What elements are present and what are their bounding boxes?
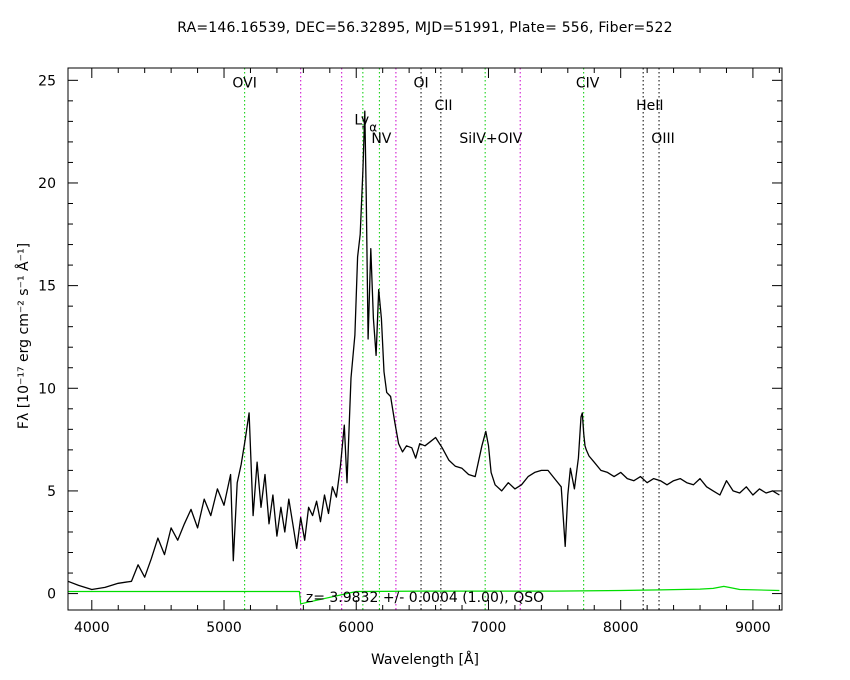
x-tick-label: 7000 [471,620,507,636]
emission-line-markers [244,68,660,610]
error-line [68,585,780,605]
x-tick-label: 5000 [206,620,242,636]
error-spectrum [68,585,780,605]
chart-title: RA=146.16539, DEC=56.32895, MJD=51991, P… [177,20,673,36]
line-label: NV [371,131,391,147]
plot-frame [67,67,783,611]
line-label: CIV [576,75,600,91]
y-axis-label: Fλ [10⁻¹⁷ erg cm⁻² s⁻¹ Å⁻¹] [16,242,32,430]
y-tick-label: 20 [38,176,56,192]
x-tick-label: 8000 [603,620,639,636]
flux-spectrum [67,110,780,591]
line-label: SiIV+OIV [459,131,522,147]
x-tick-label: 6000 [338,620,374,636]
flux-line [67,110,780,591]
line-label: CII [434,98,452,114]
line-label: OVI [232,75,256,91]
line-label: OIII [651,131,674,147]
x-tick-label: 9000 [735,620,771,636]
y-tick-label: 5 [47,484,56,500]
axis-ticks: 4000 5000 6000 7000 8000 9000 0 5 10 15 20 25 [38,68,782,636]
y-tick-label: 10 [38,381,56,397]
y-tick-label: 0 [47,587,56,603]
line-label: OI [413,75,428,91]
y-tick-label: 15 [38,279,56,295]
y-tick-label: 25 [38,73,56,89]
redshift-label: z= 3.9832 +/- 0.0004 (1.00), QSO [305,590,545,606]
x-axis-label: Wavelength [Å] [370,652,479,668]
line-label: HeII [636,98,663,114]
x-tick-label: 4000 [74,620,110,636]
